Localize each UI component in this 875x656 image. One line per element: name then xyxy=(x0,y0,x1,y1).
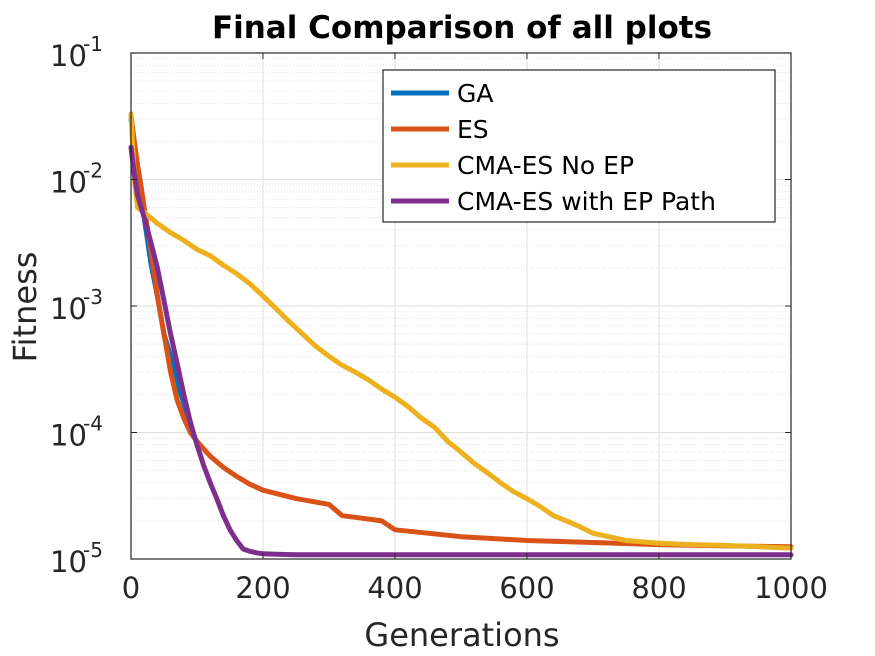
legend-label: CMA-ES No EP xyxy=(457,151,634,180)
y-tick-base: 10 xyxy=(50,545,87,579)
y-tick-exponent: -1 xyxy=(83,32,103,56)
y-axis-ticks: 10-510-410-310-210-1 xyxy=(50,32,791,579)
x-axis-ticks: 0 200 400 600 800 1000 xyxy=(122,53,828,605)
legend: GA ES CMA-ES No EP CMA-ES with EP Path xyxy=(382,69,776,223)
series-lines xyxy=(128,111,794,558)
y-tick-label: 10-4 xyxy=(50,412,103,453)
series-line-cma-es-no-ep xyxy=(128,111,794,551)
chart-title: Final Comparison of all plots xyxy=(212,10,712,46)
x-tick-label: 200 xyxy=(235,571,290,605)
y-tick-exponent: -5 xyxy=(83,538,103,562)
y-axis-label: Fitness xyxy=(6,252,44,363)
y-tick-base: 10 xyxy=(50,419,87,453)
y-tick-label: 10-3 xyxy=(50,285,103,326)
y-tick-base: 10 xyxy=(50,292,87,326)
y-tick-label: 10-5 xyxy=(50,538,103,579)
y-tick-label: 10-2 xyxy=(50,159,103,200)
x-tick-label: 800 xyxy=(631,571,686,605)
x-tick-label: 600 xyxy=(499,571,554,605)
legend-label: CMA-ES with EP Path xyxy=(457,187,716,216)
x-tick-label: 400 xyxy=(367,571,422,605)
y-tick-exponent: -4 xyxy=(83,412,103,436)
y-tick-exponent: -3 xyxy=(83,285,103,309)
x-tick-label: 1000 xyxy=(754,571,828,605)
x-axis-label: Generations xyxy=(364,616,559,654)
y-tick-exponent: -2 xyxy=(83,159,103,183)
y-tick-label: 10-1 xyxy=(50,32,103,73)
legend-label: GA xyxy=(457,79,493,108)
legend-label: ES xyxy=(457,115,489,144)
y-tick-base: 10 xyxy=(50,39,87,73)
x-tick-label: 0 xyxy=(122,571,140,605)
series-line-cma-es-with-ep-path xyxy=(128,144,794,558)
series-line-es xyxy=(128,113,794,550)
y-tick-base: 10 xyxy=(50,166,87,200)
